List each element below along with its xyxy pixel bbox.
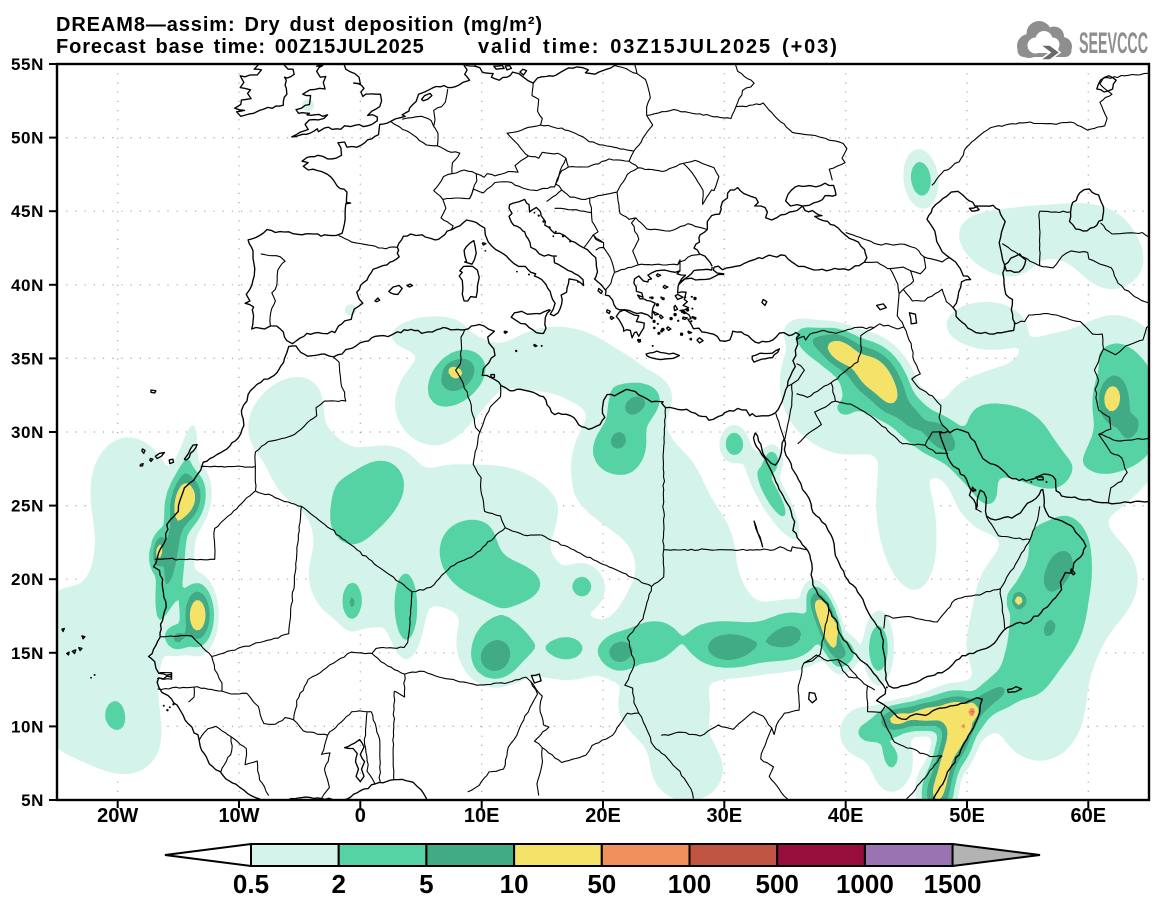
svg-text:10: 10	[500, 869, 529, 899]
svg-text:5N: 5N	[21, 791, 44, 810]
svg-text:40E: 40E	[828, 805, 864, 827]
svg-text:Forecast base time: 00Z15JUL20: Forecast base time: 00Z15JUL2025	[56, 36, 425, 58]
svg-text:SEEVCCC: SEEVCCC	[1079, 27, 1148, 60]
svg-text:0.5: 0.5	[233, 869, 269, 899]
svg-text:2: 2	[331, 869, 345, 899]
svg-text:50N: 50N	[11, 129, 44, 148]
svg-text:55N: 55N	[11, 55, 44, 74]
svg-text:100: 100	[668, 869, 711, 899]
svg-text:30E: 30E	[707, 805, 743, 827]
svg-text:60E: 60E	[1071, 805, 1107, 827]
svg-text:20W: 20W	[97, 805, 138, 827]
svg-text:10N: 10N	[11, 717, 44, 736]
svg-text:1000: 1000	[836, 869, 894, 899]
svg-text:1500: 1500	[924, 869, 982, 899]
svg-text:20N: 20N	[11, 570, 44, 589]
svg-text:40N: 40N	[11, 276, 44, 295]
svg-text:10E: 10E	[464, 805, 500, 827]
svg-text:30N: 30N	[11, 423, 44, 442]
svg-text:0: 0	[355, 805, 366, 827]
svg-text:20E: 20E	[585, 805, 621, 827]
svg-text:15N: 15N	[11, 644, 44, 663]
svg-text:35N: 35N	[11, 349, 44, 368]
svg-text:500: 500	[756, 869, 799, 899]
svg-text:50E: 50E	[949, 805, 985, 827]
svg-text:5: 5	[419, 869, 433, 899]
svg-text:45N: 45N	[11, 202, 44, 221]
svg-text:50: 50	[587, 869, 616, 899]
svg-text:valid time: 03Z15JUL2025 (+03): valid time: 03Z15JUL2025 (+03)	[478, 36, 839, 58]
svg-text:25N: 25N	[11, 497, 44, 516]
svg-text:DREAM8—assim: Dry dust deposit: DREAM8—assim: Dry dust deposition (mg/m²…	[56, 14, 543, 36]
svg-text:10W: 10W	[218, 805, 259, 827]
